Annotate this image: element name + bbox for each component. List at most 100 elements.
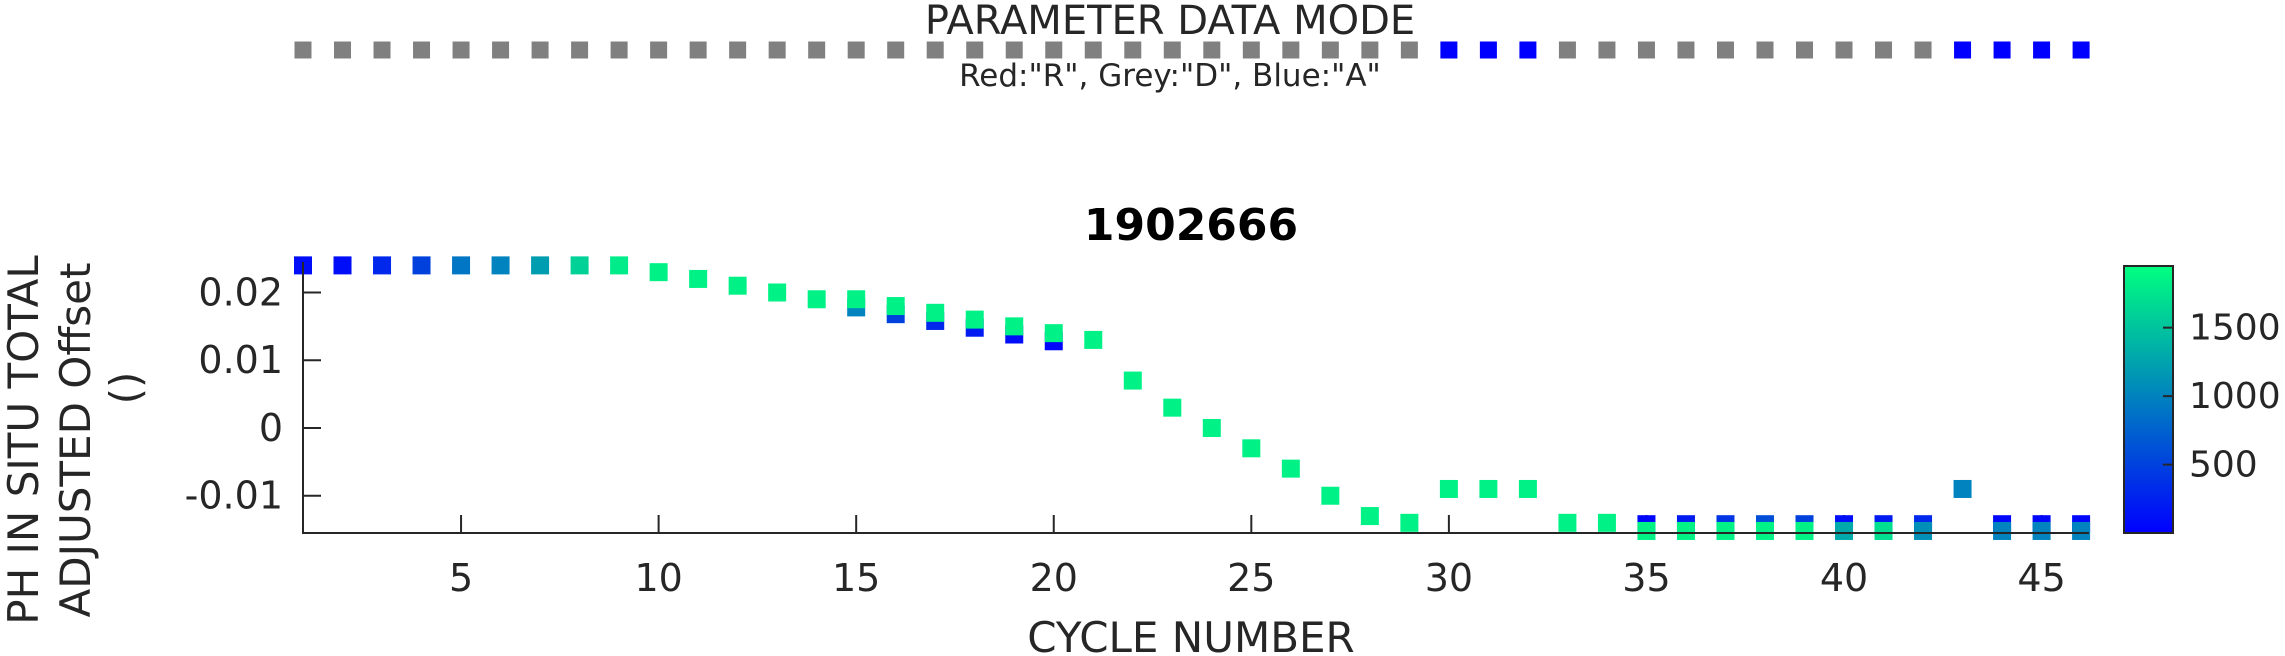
data-mode-marker	[1282, 41, 1300, 59]
data-mode-marker	[1045, 41, 1063, 59]
data-point	[531, 256, 550, 275]
data-point	[1953, 479, 1972, 498]
data-mode-marker	[1914, 41, 1932, 59]
colorbar: 500 1000 1500	[2123, 265, 2281, 534]
data-point	[1716, 521, 1735, 540]
data-point	[965, 310, 984, 329]
data-mode-marker	[373, 41, 391, 59]
data-mode-legend: Red:"R", Grey:"D", Blue:"A"	[959, 58, 1381, 94]
data-mode-marker	[1637, 41, 1655, 59]
data-point	[1439, 479, 1458, 498]
data-point	[926, 303, 945, 322]
data-mode-marker	[1954, 41, 1972, 59]
data-mode-title: PARAMETER DATA MODE	[925, 0, 1415, 44]
data-point	[1005, 317, 1024, 336]
data-mode-marker	[294, 41, 312, 59]
data-point	[1914, 521, 1933, 540]
data-point	[1163, 398, 1182, 417]
data-mode-marker	[1519, 41, 1537, 59]
y-tick-label: 0.01	[198, 338, 283, 382]
data-point	[1676, 521, 1695, 540]
x-tick-label: 15	[832, 556, 880, 600]
data-mode-marker	[1124, 41, 1142, 59]
colorbar-gradient	[2123, 265, 2174, 534]
data-point	[728, 276, 747, 295]
data-mode-marker	[1558, 41, 1576, 59]
data-mode-marker	[610, 41, 628, 59]
data-mode-marker	[531, 41, 549, 59]
data-point	[1044, 324, 1063, 343]
x-axis-ticks: 5 10 15 20 25 30 35 40 45	[449, 515, 2066, 600]
data-point	[1242, 439, 1261, 458]
data-mode-marker	[689, 41, 707, 59]
data-mode-marker	[1875, 41, 1893, 59]
x-tick-label: 35	[1622, 556, 1670, 600]
data-point	[1795, 521, 1814, 540]
x-tick-label: 45	[2017, 556, 2065, 600]
data-mode-marker	[1796, 41, 1814, 59]
data-mode-marker	[1716, 41, 1734, 59]
y-axis-ticks: -0.01 0 0.01 0.02	[185, 270, 321, 518]
data-mode-marker	[492, 41, 510, 59]
data-point	[807, 290, 826, 309]
data-point	[1281, 459, 1300, 478]
data-mode-marker	[1361, 41, 1379, 59]
x-tick-label: 25	[1227, 556, 1275, 600]
data-mode-marker	[1835, 41, 1853, 59]
data-mode-marker	[1479, 41, 1497, 59]
data-point	[1202, 418, 1221, 437]
data-mode-marker	[2033, 41, 2051, 59]
data-point	[1874, 521, 1893, 540]
data-point	[452, 256, 471, 275]
colorbar-tick-label: 500	[2189, 445, 2258, 486]
data-point	[2072, 521, 2091, 540]
x-tick-label: 40	[1820, 556, 1868, 600]
data-point	[1479, 479, 1498, 498]
data-mode-marker	[650, 41, 668, 59]
colorbar-tick-label: 1500	[2189, 308, 2281, 349]
colorbar-tick-label: 1000	[2189, 376, 2281, 417]
data-point	[768, 283, 787, 302]
x-axis-label: CYCLE NUMBER	[1027, 613, 1355, 656]
data-mode-marker	[1005, 41, 1023, 59]
data-point	[1558, 513, 1577, 532]
x-tick-label: 5	[449, 556, 473, 600]
x-tick-label: 30	[1425, 556, 1473, 600]
data-point	[649, 263, 668, 282]
data-point	[689, 269, 708, 288]
y-axis-label-line-1: PH IN SITU TOTAL	[0, 255, 48, 625]
data-point	[886, 297, 905, 316]
data-mode-marker	[1084, 41, 1102, 59]
data-point	[1084, 330, 1103, 349]
data-mode-marker	[729, 41, 747, 59]
data-mode-marker	[1321, 41, 1339, 59]
data-point	[610, 256, 629, 275]
colorbar-ticks: 500 1000 1500	[2163, 308, 2281, 486]
data-mode-marker	[1598, 41, 1616, 59]
data-mode-marker	[1756, 41, 1774, 59]
data-point	[1400, 513, 1419, 532]
data-mode-marker	[808, 41, 826, 59]
data-mode-marker	[1993, 41, 2011, 59]
data-mode-marker	[847, 41, 865, 59]
data-point	[491, 256, 510, 275]
data-point	[412, 256, 431, 275]
data-point	[1755, 521, 1774, 540]
x-tick-label: 20	[1030, 556, 1078, 600]
data-mode-marker	[334, 41, 352, 59]
plot-axes	[302, 262, 2089, 534]
data-point	[333, 256, 352, 275]
data-point	[1835, 521, 1854, 540]
data-point	[2032, 521, 2051, 540]
data-point	[1518, 479, 1537, 498]
scatter-points	[294, 256, 2091, 540]
data-mode-marker	[1203, 41, 1221, 59]
data-mode-marker	[1677, 41, 1695, 59]
data-point	[1321, 486, 1340, 505]
data-mode-markers	[294, 41, 2090, 59]
data-point	[1360, 507, 1379, 526]
data-mode-marker	[1163, 41, 1181, 59]
data-mode-marker	[966, 41, 984, 59]
y-axis-label-line-2: ADJUSTED Offset	[51, 263, 100, 618]
